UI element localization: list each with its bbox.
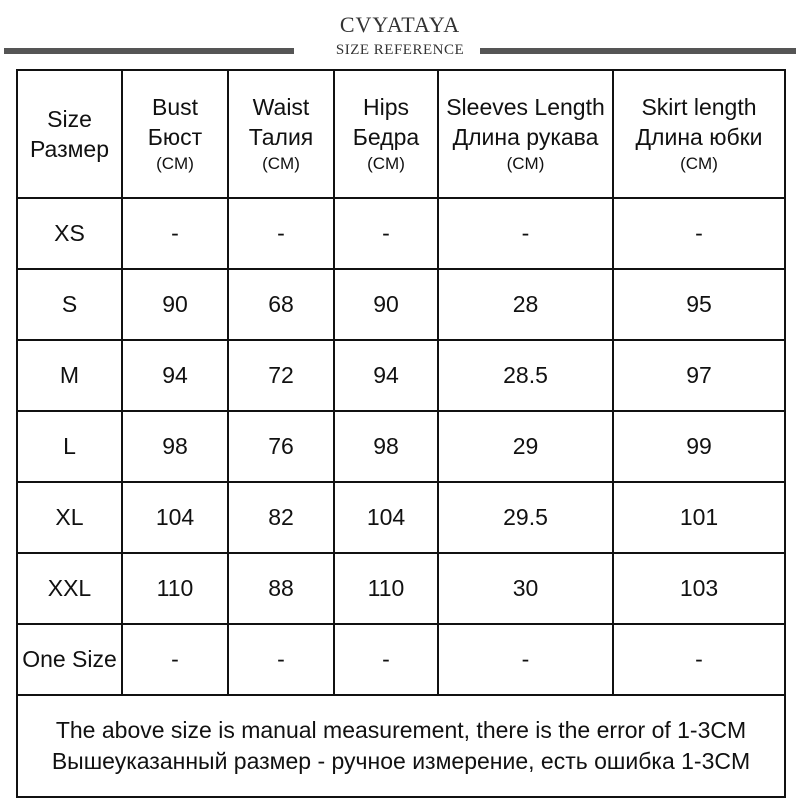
skirt-cell: 95 bbox=[612, 268, 786, 341]
measurement-note: The above size is manual measurement, th… bbox=[16, 694, 786, 798]
skirt-cell: 101 bbox=[612, 481, 786, 554]
table-row: One Size - - - - - bbox=[16, 623, 786, 696]
header: CVYATAYA SIZE REFERENCE bbox=[0, 0, 800, 66]
column-header-skirt-length: Skirt length Длина юбки (CM) bbox=[612, 69, 786, 199]
note-russian: Вышеуказанный размер - ручное измерение,… bbox=[51, 748, 751, 774]
sleeves-cell: 30 bbox=[437, 552, 614, 625]
skirt-cell: - bbox=[612, 197, 786, 270]
size-cell: XS bbox=[16, 197, 123, 270]
sleeves-cell: 28.5 bbox=[437, 339, 614, 412]
skirt-cell: 99 bbox=[612, 410, 786, 483]
table-row: L 98 76 98 29 99 bbox=[16, 410, 786, 483]
sleeves-cell: 29.5 bbox=[437, 481, 614, 554]
hips-cell: 94 bbox=[333, 339, 439, 412]
sleeves-cell: - bbox=[437, 197, 614, 270]
note-english: The above size is manual measurement, th… bbox=[55, 717, 747, 743]
size-cell: One Size bbox=[16, 623, 123, 696]
column-header-hips: Hips Бедра (CM) bbox=[333, 69, 439, 199]
waist-cell: 88 bbox=[227, 552, 335, 625]
skirt-cell: 97 bbox=[612, 339, 786, 412]
column-header-size: Size Размер bbox=[16, 69, 123, 199]
waist-cell: 82 bbox=[227, 481, 335, 554]
bust-cell: 110 bbox=[121, 552, 229, 625]
column-header-bust: Bust Бюст (CM) bbox=[121, 69, 229, 199]
table-row: XXL 110 88 110 30 103 bbox=[16, 552, 786, 625]
waist-cell: 72 bbox=[227, 339, 335, 412]
sleeves-cell: - bbox=[437, 623, 614, 696]
hips-cell: 98 bbox=[333, 410, 439, 483]
size-table: Size Размер Bust Бюст (CM) Waist Талия (… bbox=[16, 69, 786, 798]
bust-cell: 90 bbox=[121, 268, 229, 341]
bust-cell: 98 bbox=[121, 410, 229, 483]
bust-cell: - bbox=[121, 623, 229, 696]
waist-cell: - bbox=[227, 623, 335, 696]
bust-cell: 104 bbox=[121, 481, 229, 554]
divider-right bbox=[480, 48, 796, 54]
note-row: The above size is manual measurement, th… bbox=[16, 694, 786, 798]
waist-cell: 68 bbox=[227, 268, 335, 341]
table-row: XS - - - - - bbox=[16, 197, 786, 270]
sleeves-cell: 29 bbox=[437, 410, 614, 483]
size-cell: XXL bbox=[16, 552, 123, 625]
table-row: XL 104 82 104 29.5 101 bbox=[16, 481, 786, 554]
sleeves-cell: 28 bbox=[437, 268, 614, 341]
bust-cell: - bbox=[121, 197, 229, 270]
column-header-sleeves-length: Sleeves Length Длина рукава (CM) bbox=[437, 69, 614, 199]
hips-cell: 90 bbox=[333, 268, 439, 341]
hips-cell: 110 bbox=[333, 552, 439, 625]
page-subtitle: SIZE REFERENCE bbox=[335, 42, 465, 58]
hips-cell: 104 bbox=[333, 481, 439, 554]
skirt-cell: - bbox=[612, 623, 786, 696]
size-cell: M bbox=[16, 339, 123, 412]
hips-cell: - bbox=[333, 623, 439, 696]
table-row: S 90 68 90 28 95 bbox=[16, 268, 786, 341]
size-cell: XL bbox=[16, 481, 123, 554]
waist-cell: - bbox=[227, 197, 335, 270]
brand-title: CVYATAYA bbox=[339, 12, 461, 37]
hips-cell: - bbox=[333, 197, 439, 270]
column-header-waist: Waist Талия (CM) bbox=[227, 69, 335, 199]
size-cell: L bbox=[16, 410, 123, 483]
table-row: M 94 72 94 28.5 97 bbox=[16, 339, 786, 412]
divider-left bbox=[4, 48, 294, 54]
waist-cell: 76 bbox=[227, 410, 335, 483]
bust-cell: 94 bbox=[121, 339, 229, 412]
size-cell: S bbox=[16, 268, 123, 341]
skirt-cell: 103 bbox=[612, 552, 786, 625]
table-header-row: Size Размер Bust Бюст (CM) Waist Талия (… bbox=[16, 69, 786, 199]
